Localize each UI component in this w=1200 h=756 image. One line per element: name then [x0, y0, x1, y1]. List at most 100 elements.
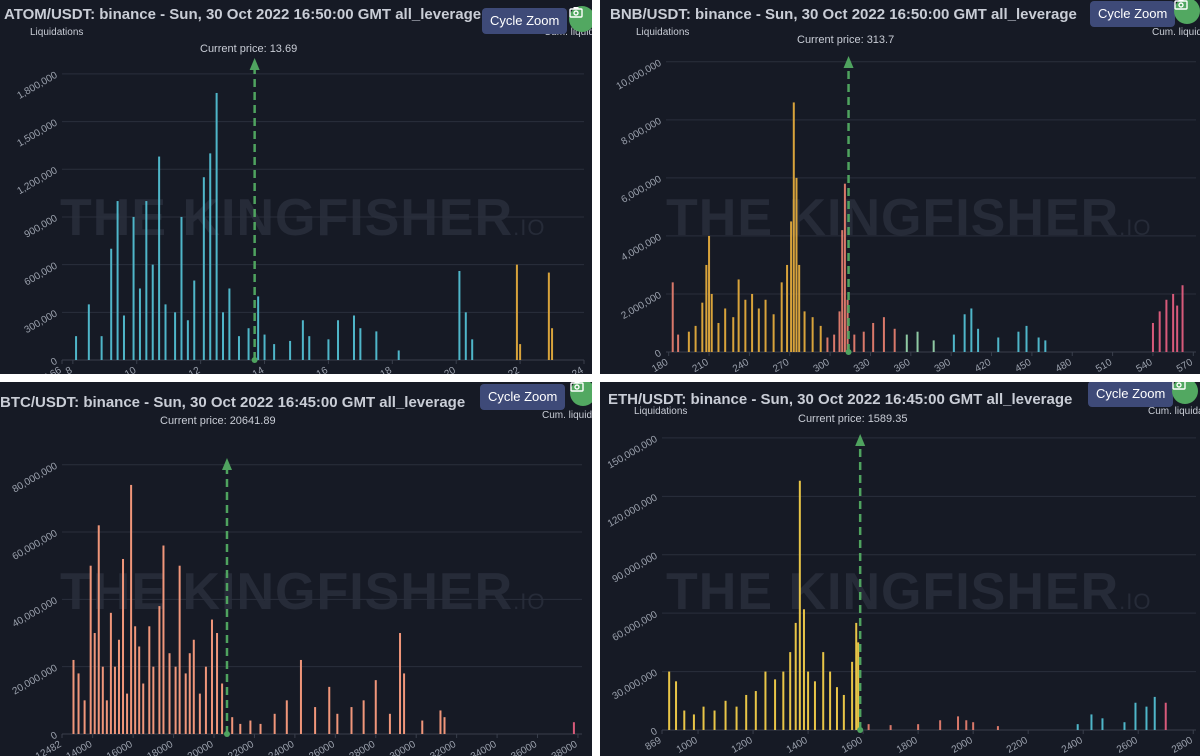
- liquidation-bar: [932, 340, 935, 352]
- cum-liquidations-label: Cum. liquidations: [544, 27, 592, 38]
- x-tick-label: 270: [771, 357, 791, 374]
- liquidation-bar: [285, 700, 288, 734]
- liquidation-bar: [145, 201, 148, 360]
- liquidation-bar: [221, 683, 224, 734]
- liquidation-bar: [889, 725, 892, 730]
- liquidation-bar: [273, 344, 276, 360]
- liquidation-bar: [547, 272, 550, 360]
- liquidation-bar: [126, 693, 129, 734]
- x-tick-label: 8: [64, 365, 75, 374]
- x-tick-label: 869: [644, 735, 664, 753]
- x-tick-label: 22: [506, 365, 522, 374]
- liquidation-bar: [1164, 702, 1167, 730]
- liquidation-bar: [134, 626, 137, 734]
- liquidation-bar: [705, 264, 708, 352]
- liquidation-bar: [1123, 722, 1126, 730]
- liquidation-bar: [754, 691, 757, 730]
- liquidation-bar: [1176, 305, 1179, 352]
- y-tick-label: 10,000,000: [615, 58, 664, 93]
- liquidation-bar: [1134, 702, 1137, 730]
- x-tick-label: 420: [973, 357, 993, 374]
- liquidation-bar: [855, 622, 858, 730]
- x-tick-label: 20: [443, 365, 459, 374]
- current-price-arrow: [855, 434, 866, 446]
- liquidation-bar: [216, 633, 219, 734]
- liquidation-bar: [458, 270, 461, 360]
- cycle-zoom-button[interactable]: Cycle Zoom: [480, 384, 566, 410]
- chart-panel-bnb: THE KINGFISHER.IO 0 2,000,000 4,000,000 6,0…: [600, 0, 1200, 374]
- liquidation-bar: [916, 331, 919, 352]
- liquidation-bar: [1145, 706, 1148, 730]
- liquidation-bar: [853, 334, 856, 352]
- liquidation-bar: [168, 653, 171, 734]
- x-tick-label: 36000: [509, 739, 539, 756]
- cycle-zoom-button[interactable]: Cycle Zoom: [1090, 1, 1176, 27]
- liquidation-bar: [675, 681, 678, 730]
- y-tick-label: 60,000,000: [611, 609, 660, 644]
- liquidation-bar: [247, 328, 250, 360]
- liquidation-bar: [811, 317, 814, 352]
- chart-panel-atom: THE KINGFISHER.IO 0 300,000 600,000 900,000…: [0, 0, 592, 374]
- x-tick-label: 20000: [186, 739, 216, 756]
- x-tick-label: 18000: [145, 739, 175, 756]
- liquidation-bar: [327, 339, 330, 360]
- liquidation-bar: [939, 720, 942, 730]
- x-tick-label: 16000: [105, 739, 135, 756]
- x-tick-label: 2200: [1005, 735, 1030, 756]
- liquidation-bar: [215, 92, 218, 361]
- liquidation-bar: [152, 666, 155, 734]
- liquidation-bar: [204, 666, 207, 734]
- camera-button[interactable]: [1172, 382, 1198, 404]
- liquidation-bar: [374, 680, 377, 734]
- liquidation-bar: [851, 661, 854, 730]
- liquidation-bar: [692, 714, 695, 730]
- liquidation-bar: [774, 679, 777, 730]
- liquidation-bar: [138, 646, 141, 734]
- cycle-zoom-button[interactable]: Cycle Zoom: [482, 8, 568, 34]
- camera-button[interactable]: [1174, 0, 1200, 24]
- x-tick-label: 390: [933, 357, 953, 374]
- liquidation-bar: [198, 693, 201, 734]
- liquidation-bar: [1017, 331, 1020, 352]
- liquidation-bar: [263, 334, 266, 360]
- x-tick-label: 540: [1135, 357, 1155, 374]
- liquidation-bar: [1101, 718, 1104, 730]
- liquidation-bar: [829, 671, 832, 730]
- liquidation-bar: [1151, 322, 1154, 352]
- y-tick-label: 1,800,000: [15, 70, 59, 102]
- liquidation-bar: [117, 639, 120, 734]
- liquidation-bar: [790, 221, 793, 352]
- x-tick-label: 14000: [65, 739, 95, 756]
- cycle-zoom-button[interactable]: Cycle Zoom: [1088, 382, 1174, 407]
- chart-svg: 0 20,000,000 40,000,000 60,000,000 80,000,00…: [11, 458, 582, 756]
- x-tick-label: 1400: [785, 735, 810, 756]
- chart-title: ETH/USDT: binance - Sun, 30 Oct 2022 16:…: [608, 391, 1073, 408]
- liquidation-bar: [142, 683, 145, 734]
- liquidation-bar: [789, 652, 792, 730]
- liquidation-bar: [336, 713, 339, 734]
- liquidation-bar: [132, 216, 135, 360]
- y-tick-label: 30,000,000: [611, 667, 660, 702]
- liquidation-bar: [957, 716, 960, 730]
- liquidation-bar: [857, 642, 860, 730]
- liquidation-bar: [93, 633, 96, 734]
- current-price-label: Current price: 313.7: [797, 34, 895, 46]
- liquidation-bar: [838, 311, 841, 352]
- y-tick-label: 6,000,000: [619, 174, 663, 206]
- liquidation-bar: [996, 726, 999, 730]
- y-tick-label: 0: [49, 356, 60, 369]
- liquidation-bar: [77, 673, 80, 734]
- liquidation-bar: [702, 706, 705, 730]
- watermark: THE KINGFISHER.IO: [666, 562, 1151, 622]
- x-tick-label: 12482: [34, 739, 64, 756]
- camera-button[interactable]: [570, 382, 592, 406]
- liquidation-bar: [375, 331, 378, 360]
- x-tick-label: 32000: [429, 739, 459, 756]
- camera-button[interactable]: [569, 6, 592, 32]
- liquidation-bar: [757, 308, 760, 352]
- liquidation-bar: [164, 304, 167, 360]
- liquidation-bar: [299, 659, 302, 734]
- x-tick-label: 18: [379, 365, 395, 374]
- x-tick-label: 2000: [950, 735, 975, 756]
- liquidation-bar: [1044, 340, 1047, 352]
